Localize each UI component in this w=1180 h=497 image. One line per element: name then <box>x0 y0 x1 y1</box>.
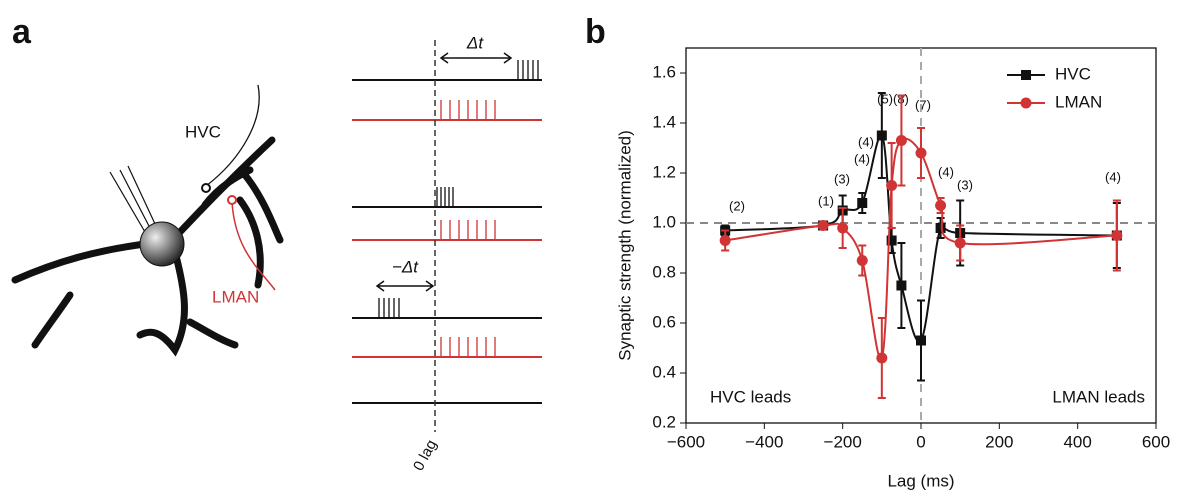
marker <box>856 255 868 266</box>
marker <box>916 335 926 346</box>
annotation: (3) <box>957 177 973 192</box>
annotation: (4) <box>858 134 874 149</box>
y-tick-label: 0.8 <box>652 262 676 281</box>
marker <box>886 180 898 191</box>
y-tick-label: 0.2 <box>652 412 676 431</box>
marker <box>895 135 907 146</box>
y-tick-label: 0.6 <box>652 312 676 331</box>
y-tick-label: 1.2 <box>652 162 676 181</box>
y-tick-label: 0.4 <box>652 362 676 381</box>
electrode <box>109 165 157 233</box>
marker <box>915 147 927 159</box>
x-tick-label: 200 <box>985 432 1013 451</box>
legend-label: HVC <box>1055 64 1091 83</box>
legend-label: LMAN <box>1055 92 1102 111</box>
x-tick-label: −200 <box>824 432 862 451</box>
x-tick-label: −400 <box>745 432 783 451</box>
arrow <box>439 52 513 64</box>
marker <box>935 200 947 211</box>
synapse <box>201 183 211 193</box>
x-tick-label: −600 <box>667 432 705 451</box>
neuron <box>11 136 284 357</box>
marker <box>719 235 731 246</box>
marker <box>886 235 897 246</box>
lman-axon <box>231 201 276 291</box>
marker <box>1111 230 1123 241</box>
marker <box>896 280 907 291</box>
region-label: HVC leads <box>710 387 791 406</box>
legend-marker <box>1021 70 1031 80</box>
soma <box>139 221 185 267</box>
zero-lag-label: 0 lag <box>410 437 440 474</box>
marker <box>876 352 888 364</box>
x-tick-label: 600 <box>1142 432 1170 451</box>
delta-label: −Δt <box>392 257 419 276</box>
annotation: (1) <box>818 193 834 208</box>
annotation: (2) <box>729 198 745 213</box>
marker <box>954 237 966 249</box>
y-axis-label: Synaptic strength (normalized) <box>615 130 634 361</box>
y-tick-label: 1.4 <box>652 112 676 131</box>
x-tick-label: 0 <box>916 432 925 451</box>
legend-marker <box>1020 97 1032 109</box>
region-label: LMAN leads <box>1052 387 1145 406</box>
neuron-label: HVC <box>185 122 221 141</box>
marker <box>837 222 849 234</box>
marker <box>876 130 887 141</box>
arrow <box>375 280 435 292</box>
x-tick-label: 400 <box>1063 432 1091 451</box>
annotation: (3) <box>834 171 850 186</box>
annotation: (4) <box>1105 169 1121 184</box>
annotation: (4) <box>938 164 954 179</box>
marker <box>935 223 946 233</box>
y-tick-label: 1.6 <box>652 62 676 81</box>
x-axis-label: Lag (ms) <box>887 471 954 490</box>
spike-trains <box>352 60 542 404</box>
annotation: (4) <box>854 151 870 166</box>
panel-label: b <box>585 13 606 51</box>
neuron-label: LMAN <box>212 287 259 306</box>
delta-label: Δt <box>466 33 484 52</box>
marker <box>817 220 829 231</box>
hvc-axon <box>205 84 260 187</box>
marker <box>857 198 868 208</box>
annotation: (7) <box>915 97 931 112</box>
synapse <box>227 195 237 205</box>
y-tick-label: 1.0 <box>652 212 676 231</box>
chart: 0.2 0.4 0.6 0.8 1.0 1.2 1.4 1.6 −600 −400 −200 0 200… <box>615 47 1170 490</box>
panel-label: a <box>12 13 32 51</box>
